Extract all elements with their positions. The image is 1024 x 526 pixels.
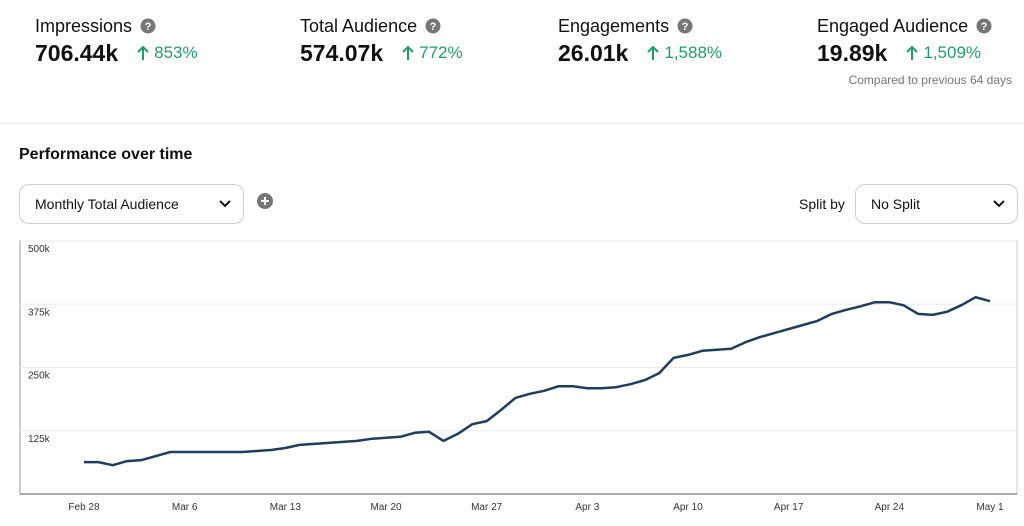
add-button[interactable] (257, 193, 273, 209)
metric-change-value: 1,509% (923, 43, 982, 62)
help-icon[interactable]: ? (425, 18, 441, 34)
select-value: No Split (871, 196, 921, 212)
metric-row: 26.01k 1,588% (558, 40, 722, 67)
metric-label: Total Audience (300, 15, 418, 36)
metric-change-value: 1,588% (664, 43, 723, 62)
x-tick-label: Apr 24 (875, 502, 905, 513)
divider (0, 123, 1024, 124)
metric-label: Engaged Audience (817, 15, 969, 36)
up-arrow (906, 45, 919, 60)
metric-label-row: Total Audience? (300, 14, 463, 38)
metric-row: 574.07k 772% (300, 40, 463, 67)
metric-value: 706.44k (35, 40, 119, 66)
line (84, 295, 991, 467)
metric-row: 706.44k 853% (35, 40, 198, 67)
x-tick-label: Mar 20 (370, 502, 402, 513)
metric: Impressions? 706.44k 853% (35, 14, 198, 67)
x-tick-label: Apr 17 (774, 502, 804, 513)
metric: Total Audience? 574.07k 772% (300, 14, 463, 67)
help-icon[interactable]: ? (677, 18, 693, 34)
select-value: Monthly Total Audience (35, 196, 179, 212)
metric-change: 1,588% (646, 43, 722, 63)
help-icon[interactable]: ? (140, 18, 156, 34)
metric-change-value: 853% (154, 43, 198, 62)
y-tick-label: 125k (28, 434, 51, 445)
metric-label: Impressions (35, 15, 133, 36)
metric-label-row: Impressions? (35, 14, 198, 38)
y-tick-label: 500k (28, 244, 51, 255)
help-icon[interactable]: ? (976, 18, 992, 34)
svg-text:?: ? (981, 21, 988, 33)
metric-select[interactable]: Monthly Total Audience (19, 184, 244, 224)
metric-change-value: 772% (419, 43, 463, 62)
metric-change: 772% (401, 43, 463, 63)
metric-label: Engagements (558, 15, 670, 36)
x-tick-label: Apr 10 (673, 502, 703, 513)
x-tick-label: Mar 6 (172, 502, 198, 513)
x-tick-label: Mar 13 (270, 502, 302, 513)
metric-label-row: Engagements? (558, 14, 722, 38)
metric-change: 1,509% (905, 43, 981, 63)
metric-label-row: Engaged Audience? (817, 14, 992, 38)
y-tick-label: 250k (28, 371, 51, 382)
up-arrow (647, 45, 660, 60)
metric: Engagements? 26.01k 1,588% (558, 14, 722, 67)
x-tick-label: Mar 27 (471, 502, 503, 513)
metric-value: 574.07k (300, 40, 384, 66)
metric-change: 853% (136, 43, 198, 63)
svg-text:?: ? (430, 21, 437, 33)
metric-value: 19.89k (817, 40, 888, 66)
section-title: Performance over time (19, 146, 193, 163)
chevron (993, 200, 1005, 208)
y-tick-label: 375k (28, 307, 51, 318)
metric-value: 26.01k (558, 40, 629, 66)
up-arrow (137, 45, 149, 60)
comparison-note: Compared to previous 64 days (848, 73, 1012, 87)
svg-text:?: ? (145, 21, 152, 33)
metric-row: 19.89k 1,509% (817, 40, 992, 67)
chevron (219, 200, 231, 208)
x-tick-label: May 1 (976, 502, 1004, 513)
x-tick-label: Feb 28 (68, 502, 100, 513)
metric: Engaged Audience? 19.89k 1,509% (817, 14, 992, 67)
split-select[interactable]: No Split (855, 184, 1018, 224)
svg-text:?: ? (682, 21, 689, 33)
split-label: Split by (799, 196, 845, 212)
up-arrow (402, 45, 414, 60)
x-tick-label: Apr 3 (575, 502, 599, 513)
